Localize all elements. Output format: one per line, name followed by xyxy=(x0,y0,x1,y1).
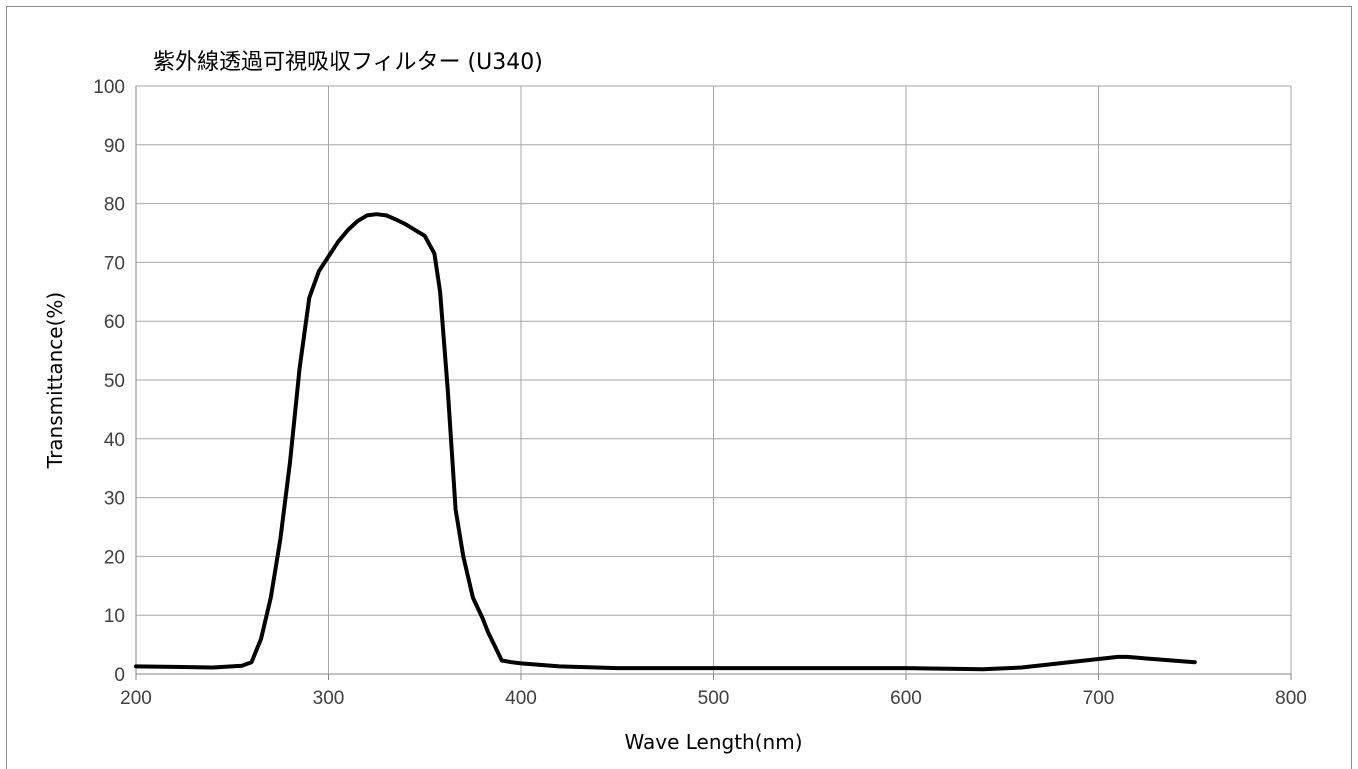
y-tick-label: 90 xyxy=(104,136,125,157)
y-tick-label: 70 xyxy=(104,253,125,274)
y-tick-label: 20 xyxy=(104,547,125,568)
y-tick-label: 100 xyxy=(93,77,125,98)
y-axis-title: Transmittance(%) xyxy=(43,292,67,469)
chart-title: 紫外線透過可視吸収フィルター (U340) xyxy=(153,50,543,75)
grid-layer xyxy=(135,85,1292,680)
x-tick-label: 500 xyxy=(698,688,730,709)
chart-svg: 0 10 20 30 40 50 60 70 80 90 100 200 300 400 500 600 700… xyxy=(43,50,1307,754)
x-tick-label: 800 xyxy=(1275,688,1307,709)
y-tick-label: 80 xyxy=(104,195,125,216)
y-tick-label: 50 xyxy=(104,371,125,392)
x-tick-label: 300 xyxy=(313,688,345,709)
y-tick-label: 60 xyxy=(104,312,125,333)
x-tick-label: 600 xyxy=(890,688,922,709)
y-tick-label: 40 xyxy=(104,430,125,451)
tick-label-layer: 0 10 20 30 40 50 60 70 80 90 100 200 300 400 500 600 700… xyxy=(93,77,1307,709)
x-tick-label: 700 xyxy=(1083,688,1115,709)
x-tick-label: 400 xyxy=(505,688,537,709)
series-line xyxy=(134,212,1197,672)
x-tick-label: 200 xyxy=(120,688,152,709)
x-axis-title: Wave Length(nm) xyxy=(625,730,803,754)
chart-frame: 0 10 20 30 40 50 60 70 80 90 100 200 300 400 500 600 700… xyxy=(6,6,1352,769)
y-tick-label: 30 xyxy=(104,489,125,510)
y-tick-label: 10 xyxy=(104,606,125,627)
series-layer xyxy=(134,212,1197,672)
y-tick-label: 0 xyxy=(114,665,125,686)
